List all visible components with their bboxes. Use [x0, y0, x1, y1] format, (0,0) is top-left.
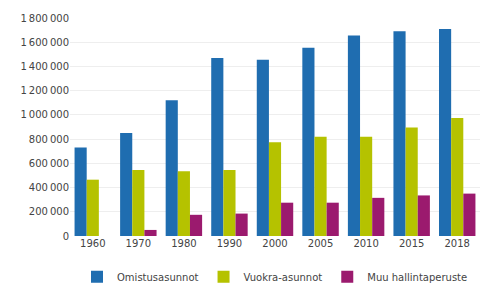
- svg-text:1 400 000: 1 400 000: [20, 61, 69, 72]
- svg-text:1 200 000: 1 200 000: [20, 85, 69, 96]
- svg-text:1980: 1980: [171, 238, 196, 249]
- svg-text:1970: 1970: [126, 238, 151, 249]
- svg-text:2010: 2010: [353, 238, 378, 249]
- svg-text:800 000: 800 000: [29, 134, 69, 145]
- svg-text:0: 0: [63, 231, 69, 242]
- svg-text:600 000: 600 000: [29, 158, 69, 169]
- svg-text:1 000 000: 1 000 000: [20, 109, 69, 120]
- svg-text:1 600 000: 1 600 000: [20, 37, 69, 48]
- svg-text:2018: 2018: [444, 238, 469, 249]
- svg-text:400 000: 400 000: [29, 182, 69, 193]
- svg-text:1990: 1990: [217, 238, 242, 249]
- svg-text:200 000: 200 000: [29, 206, 69, 217]
- svg-text:2015: 2015: [399, 238, 424, 249]
- svg-text:Muu hallintaperuste: Muu hallintaperuste: [367, 272, 467, 283]
- svg-text:1960: 1960: [80, 238, 105, 249]
- svg-text:2005: 2005: [308, 238, 333, 249]
- svg-text:1 800 000: 1 800 000: [20, 13, 69, 24]
- svg-text:2000: 2000: [262, 238, 287, 249]
- svg-text:Vuokra-asunnot: Vuokra-asunnot: [244, 272, 323, 283]
- svg-text:Omistusasunnot: Omistusasunnot: [117, 272, 199, 283]
